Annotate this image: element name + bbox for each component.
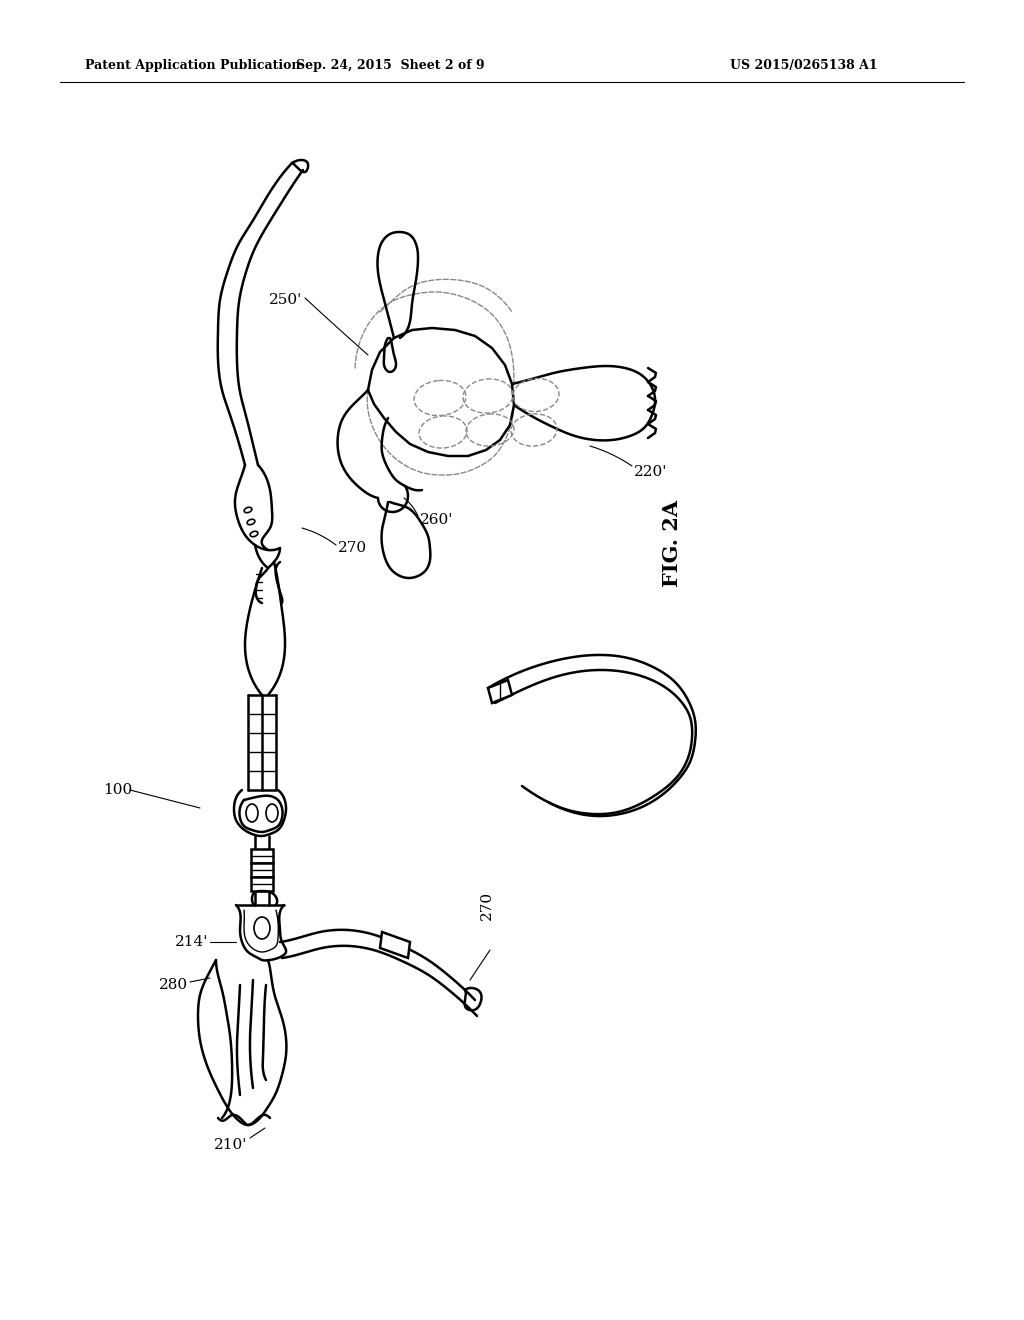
Text: 250': 250': [268, 293, 302, 308]
Polygon shape: [488, 680, 512, 704]
Ellipse shape: [250, 531, 258, 537]
Text: 210': 210': [214, 1138, 247, 1152]
Text: FIG. 2A: FIG. 2A: [662, 499, 682, 586]
Ellipse shape: [266, 804, 278, 822]
Polygon shape: [251, 863, 273, 876]
Ellipse shape: [244, 507, 252, 512]
Text: 270: 270: [480, 891, 494, 920]
Ellipse shape: [247, 519, 255, 525]
Text: 280: 280: [159, 978, 188, 993]
Text: 220': 220': [634, 465, 668, 479]
Polygon shape: [251, 849, 273, 863]
Text: US 2015/0265138 A1: US 2015/0265138 A1: [730, 58, 878, 71]
Text: 270: 270: [338, 541, 368, 554]
Polygon shape: [380, 932, 410, 958]
Text: Patent Application Publication: Patent Application Publication: [85, 58, 300, 71]
Ellipse shape: [246, 804, 258, 822]
Text: 100: 100: [103, 783, 132, 797]
Text: 214': 214': [175, 935, 208, 949]
Text: Sep. 24, 2015  Sheet 2 of 9: Sep. 24, 2015 Sheet 2 of 9: [296, 58, 484, 71]
Text: 260': 260': [420, 513, 454, 527]
Polygon shape: [251, 876, 273, 891]
Ellipse shape: [254, 917, 270, 939]
